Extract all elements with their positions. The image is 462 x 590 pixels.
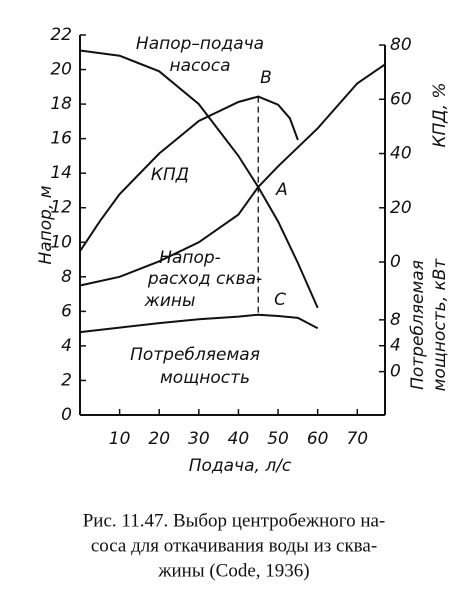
x-tick-label: 50 bbox=[267, 429, 289, 449]
caption: Рис. 11.47. Выбор центробежного на- bbox=[83, 510, 386, 531]
y-axis-title: Напор, м bbox=[36, 185, 56, 264]
y3-tick-label: 4 bbox=[390, 336, 401, 356]
y-tick-label: 4 bbox=[61, 336, 72, 356]
series-line bbox=[79, 49, 319, 309]
y3-tick-label: 8 bbox=[390, 310, 401, 330]
annotation: жины bbox=[144, 291, 196, 311]
y-tick-label: 2 bbox=[61, 370, 72, 390]
y2-tick-label: 40 bbox=[390, 144, 412, 164]
y2-tick-label: 20 bbox=[390, 198, 412, 218]
annotation: КПД bbox=[151, 165, 189, 185]
annotation: C bbox=[274, 290, 286, 310]
y2-tick-label: 0 bbox=[390, 252, 401, 272]
y2-axis-title: КПД, % bbox=[430, 82, 450, 147]
y-tick-label: 10 bbox=[50, 232, 72, 252]
y3-axis-title: мощность, кВт bbox=[430, 258, 450, 392]
annotation: расход сква- bbox=[147, 269, 262, 289]
y-tick-label: 16 bbox=[50, 129, 72, 149]
annotation: Напор- bbox=[159, 248, 221, 268]
y-tick-label: 8 bbox=[61, 267, 72, 287]
y-tick-label: 12 bbox=[50, 198, 72, 218]
annotation: A bbox=[275, 180, 288, 200]
y-tick-label: 20 bbox=[50, 60, 72, 80]
annotation: мощность bbox=[160, 368, 250, 388]
annotation: Потребляемая bbox=[130, 345, 260, 365]
caption: жины (Code, 1936) bbox=[157, 560, 309, 581]
x-axis-title: Подача, л/с bbox=[189, 456, 292, 476]
y2-tick-label: 80 bbox=[390, 35, 412, 55]
x-tick-label: 60 bbox=[307, 429, 329, 449]
caption: соса для откачивания воды из сква- bbox=[91, 535, 377, 556]
x-tick-label: 10 bbox=[109, 429, 131, 449]
y-tick-label: 0 bbox=[61, 405, 72, 425]
x-tick-label: 20 bbox=[148, 429, 170, 449]
annotation: Напор–подача bbox=[136, 34, 264, 54]
x-tick-label: 40 bbox=[228, 429, 250, 449]
series-line bbox=[79, 313, 319, 334]
annotation: B bbox=[260, 68, 272, 88]
y-tick-label: 6 bbox=[61, 301, 72, 321]
y3-tick-label: 0 bbox=[390, 362, 401, 382]
y-tick-label: 14 bbox=[50, 163, 72, 183]
y-tick-label: 22 bbox=[50, 25, 72, 45]
series-line bbox=[79, 95, 299, 252]
x-tick-label: 70 bbox=[346, 429, 368, 449]
y3-axis-title: Потребляемая bbox=[408, 260, 428, 390]
annotation: насоса bbox=[169, 56, 230, 76]
y-tick-label: 18 bbox=[50, 94, 72, 114]
y2-tick-label: 60 bbox=[390, 89, 412, 109]
x-tick-label: 30 bbox=[188, 429, 210, 449]
series-line bbox=[79, 63, 386, 287]
